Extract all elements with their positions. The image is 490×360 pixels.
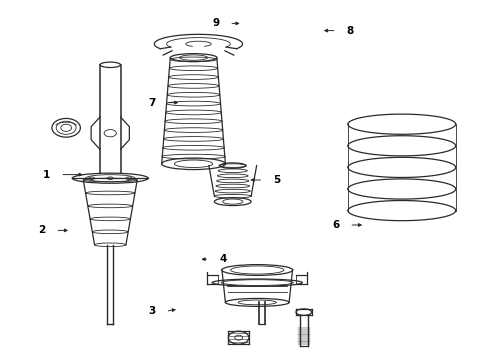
Text: 3: 3	[148, 306, 155, 316]
Text: 9: 9	[212, 18, 219, 28]
Text: 6: 6	[332, 220, 339, 230]
Text: 7: 7	[148, 98, 156, 108]
Text: 5: 5	[273, 175, 280, 185]
Text: 1: 1	[43, 170, 50, 180]
Text: 2: 2	[38, 225, 45, 235]
Text: 4: 4	[219, 254, 227, 264]
Text: 8: 8	[347, 26, 354, 36]
